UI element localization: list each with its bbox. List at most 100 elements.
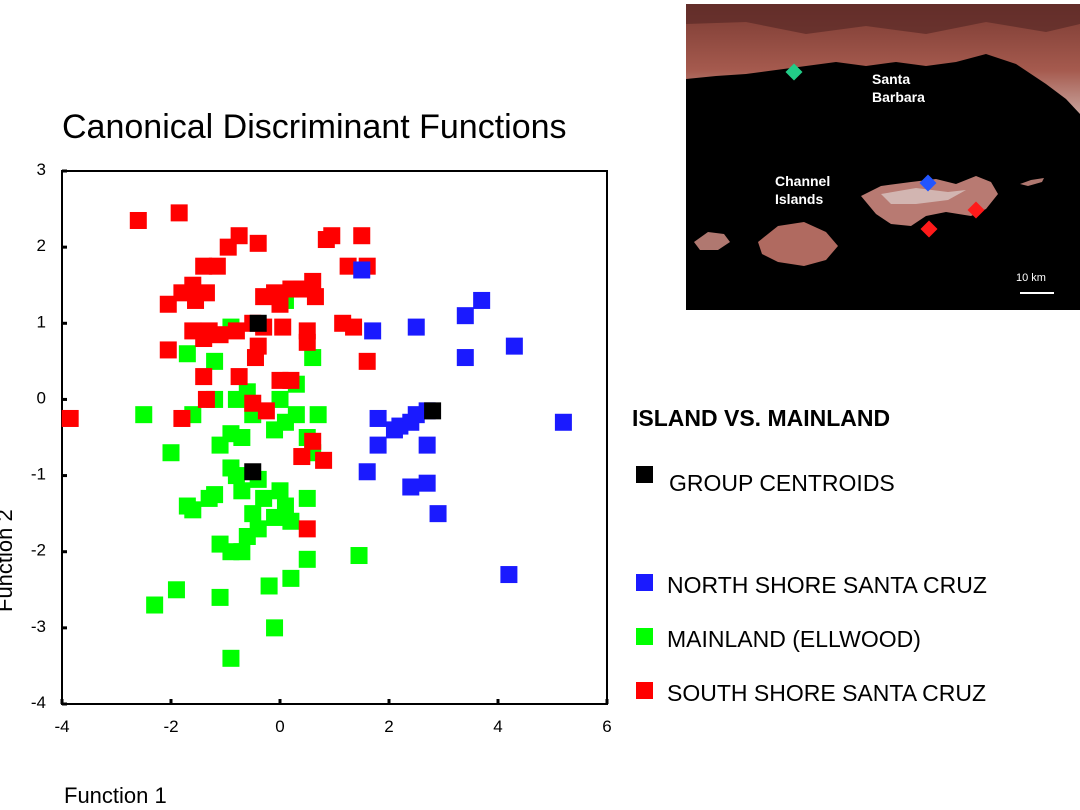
data-point	[257, 402, 275, 420]
data-point	[233, 543, 251, 561]
data-point	[298, 489, 316, 507]
data-point	[407, 318, 425, 336]
legend-label-centroids: GROUP CENTROIDS	[669, 470, 895, 496]
legend-label-north-shore: NORTH SHORE SANTA CRUZ	[667, 572, 987, 598]
data-point	[211, 326, 229, 344]
santa-barbara-label-line2: Barbara	[872, 89, 925, 105]
data-point	[298, 550, 316, 568]
data-point	[170, 204, 188, 222]
y-tick-label: 2	[37, 236, 46, 255]
santa-cruz-island-highlight	[881, 188, 966, 204]
legend-swatch-centroids	[636, 466, 653, 483]
mainland-ellwood-marker	[785, 63, 803, 81]
data-point	[282, 512, 300, 530]
data-point	[309, 406, 327, 424]
mainland-ridge-shape	[686, 4, 1080, 34]
legend-title: ISLAND VS. MAINLAND	[632, 405, 891, 431]
data-point	[135, 406, 153, 424]
data-point	[402, 478, 420, 496]
data-point	[369, 436, 387, 454]
channel-islands-label-line1: Channel	[775, 173, 831, 189]
data-point	[353, 261, 371, 279]
x-tick-label: -2	[163, 717, 178, 736]
data-point	[276, 413, 294, 431]
data-point	[358, 352, 376, 370]
y-tick-label: -4	[31, 693, 46, 712]
axis-ticks: -4 -2 0 2 4 6 3 2 1 0 -1 -2 -3 -4	[31, 160, 612, 736]
legend-swatch-south-shore	[636, 682, 653, 699]
chart-title: Canonical Discriminant Functions	[62, 108, 567, 146]
south-shore-marker-1	[920, 220, 938, 238]
y-tick-label: -3	[31, 617, 46, 636]
data-point	[159, 295, 177, 313]
data-point	[456, 307, 474, 325]
data-point	[167, 581, 185, 599]
x-tick-label: 2	[384, 717, 393, 736]
data-points	[61, 204, 572, 667]
data-point	[249, 234, 267, 252]
data-point	[195, 368, 213, 386]
y-tick-label: -1	[31, 465, 46, 484]
data-point	[298, 520, 316, 538]
data-point	[304, 349, 322, 367]
data-point	[233, 482, 251, 500]
y-tick-label: -2	[31, 541, 46, 560]
data-point	[211, 588, 229, 606]
data-point	[266, 284, 284, 302]
data-point	[293, 448, 311, 466]
north-shore-marker	[919, 174, 937, 192]
data-point	[274, 318, 292, 336]
data-point	[350, 547, 368, 565]
data-point	[500, 566, 518, 584]
data-point	[505, 337, 523, 355]
scale-label: 10 km	[1016, 272, 1046, 284]
y-tick-label: 0	[37, 388, 46, 407]
data-point	[206, 352, 224, 370]
data-point	[298, 333, 316, 351]
y-axis-label: Function 2	[0, 509, 17, 612]
data-point	[385, 421, 403, 439]
data-point	[129, 211, 147, 229]
data-point	[206, 486, 224, 504]
data-point	[339, 257, 357, 275]
data-point	[271, 390, 289, 408]
data-point	[244, 463, 262, 481]
data-point	[424, 402, 442, 420]
data-point	[266, 508, 284, 526]
data-point	[358, 463, 376, 481]
channel-islands-label: Channel Islands	[775, 172, 830, 208]
data-point	[271, 482, 289, 500]
legend-swatch-north-shore	[636, 574, 653, 591]
channel-islands-map: Santa Barbara Channel Islands 10 km	[686, 4, 1080, 310]
data-point	[159, 341, 177, 359]
x-tick-label: 4	[493, 717, 502, 736]
data-point	[173, 284, 191, 302]
data-point	[227, 467, 245, 485]
x-axis-label: Function 1	[64, 783, 167, 808]
data-point	[282, 371, 300, 389]
anacapa-island-shape	[1020, 178, 1044, 186]
data-point	[255, 489, 273, 507]
data-point	[173, 409, 191, 427]
data-point	[197, 284, 215, 302]
y-tick-label: 3	[37, 160, 46, 179]
data-point	[304, 432, 322, 450]
data-point	[197, 390, 215, 408]
data-point	[233, 429, 251, 446]
x-tick-label: 6	[602, 717, 611, 736]
data-point	[353, 227, 371, 245]
plot-frame	[61, 170, 608, 705]
scatter-plot: -4 -2 0 2 4 6 3 2 1 0 -1 -2 -3 -4	[31, 160, 612, 736]
data-point	[227, 390, 245, 408]
data-point	[364, 322, 382, 340]
data-point	[418, 474, 436, 492]
x-tick-label: -4	[54, 717, 69, 736]
data-point	[369, 409, 387, 427]
data-point	[244, 505, 262, 523]
data-point	[266, 619, 284, 637]
legend-label-south-shore: SOUTH SHORE SANTA CRUZ	[667, 680, 987, 706]
data-point	[246, 349, 264, 367]
data-point	[282, 569, 300, 587]
data-point	[473, 291, 491, 309]
south-shore-marker-2	[967, 201, 985, 219]
